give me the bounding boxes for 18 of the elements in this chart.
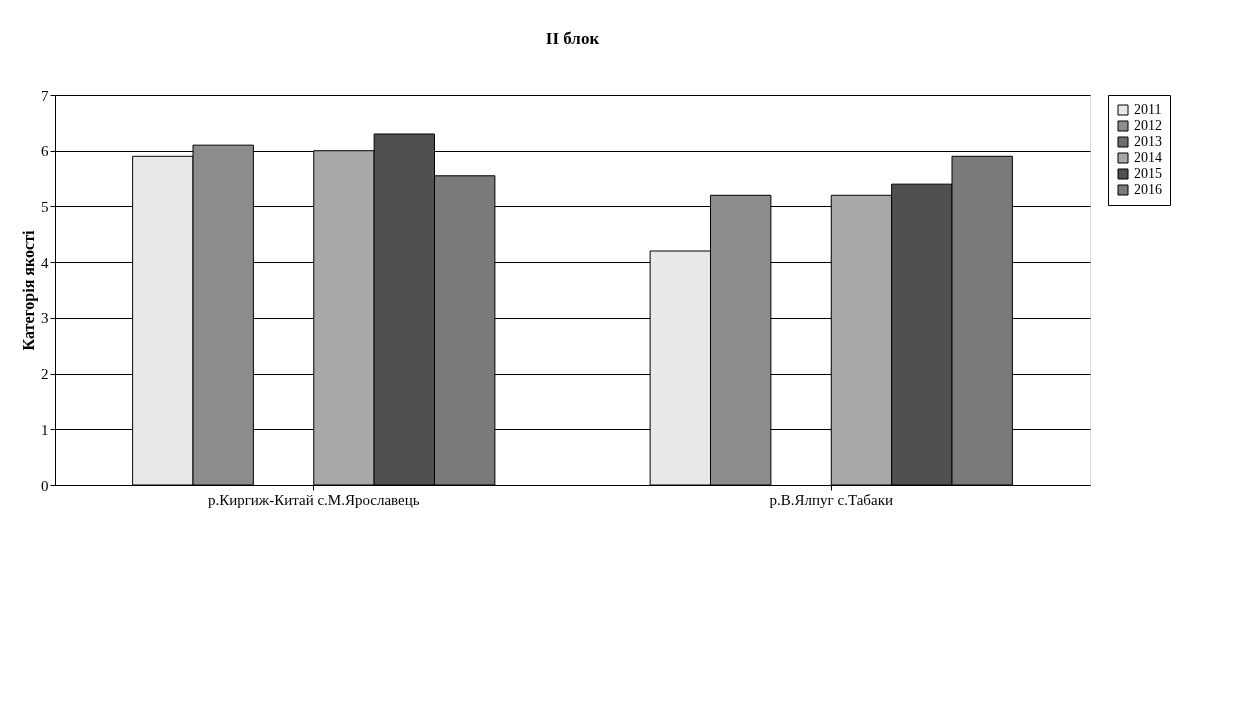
legend-label: 2015 bbox=[1134, 166, 1162, 181]
y-axis-title: Категорія якості bbox=[20, 230, 38, 351]
legend-label: 2011 bbox=[1134, 102, 1162, 117]
chart-title: II блок bbox=[545, 29, 600, 48]
legend-label: 2016 bbox=[1134, 182, 1162, 197]
legend-label: 2014 bbox=[1134, 150, 1162, 165]
x-tick-label: р.В.Ялпуг с.Табаки bbox=[769, 491, 893, 508]
legend-label: 2013 bbox=[1134, 134, 1162, 149]
y-tick-label: 6 bbox=[41, 143, 49, 160]
y-tick-label: 5 bbox=[41, 198, 49, 215]
y-tick-label: 4 bbox=[41, 254, 49, 271]
y-tick-label: 0 bbox=[41, 477, 49, 494]
y-tick-label: 3 bbox=[41, 310, 49, 327]
y-tick-label: 1 bbox=[41, 421, 49, 438]
y-tick-label: 2 bbox=[41, 366, 49, 383]
legend-label: 2012 bbox=[1134, 118, 1162, 133]
y-tick-label: 7 bbox=[41, 87, 49, 104]
x-tick-label: р.Киргиж-Китай с.М.Ярославець bbox=[207, 491, 420, 508]
